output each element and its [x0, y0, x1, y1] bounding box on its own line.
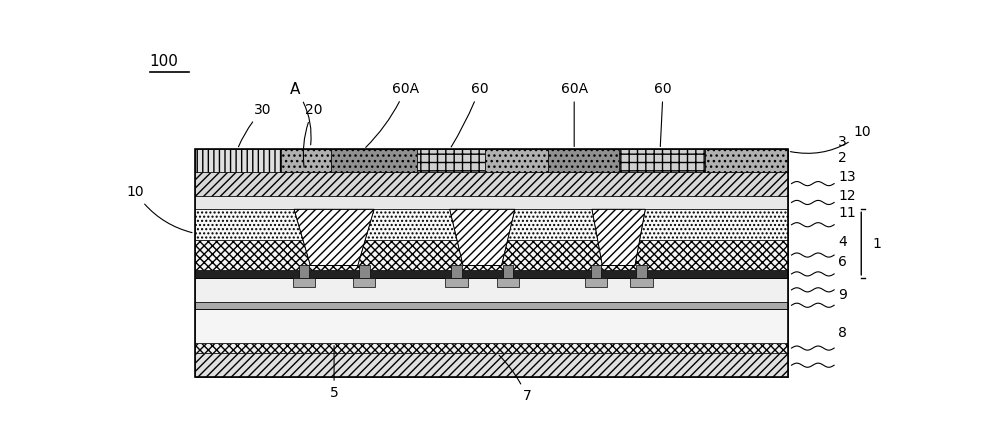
Bar [195, 343, 788, 353]
Bar [591, 266, 601, 278]
Text: 11: 11 [838, 206, 856, 220]
Bar [195, 209, 788, 240]
Text: 10: 10 [127, 185, 192, 233]
Text: 5: 5 [330, 346, 338, 400]
Bar [497, 278, 519, 287]
Text: 12: 12 [838, 189, 856, 202]
Text: 60: 60 [451, 82, 488, 147]
Text: 4: 4 [838, 235, 847, 249]
Text: 60A: 60A [366, 82, 419, 147]
Bar [195, 302, 788, 309]
Text: A: A [290, 82, 311, 145]
Polygon shape [450, 209, 515, 266]
Bar [195, 240, 788, 270]
Text: 20: 20 [303, 103, 322, 167]
Bar [705, 150, 788, 172]
Text: 7: 7 [499, 355, 531, 403]
Bar [331, 150, 417, 172]
Text: 13: 13 [838, 170, 856, 184]
Polygon shape [294, 209, 374, 266]
Bar [293, 278, 315, 287]
Text: 1: 1 [873, 237, 882, 251]
Bar [417, 150, 485, 172]
Bar [636, 266, 647, 278]
Bar [585, 278, 607, 287]
Bar [630, 278, 653, 287]
Bar [195, 172, 788, 196]
Text: 2: 2 [838, 151, 847, 165]
Bar [195, 150, 281, 172]
Bar [485, 150, 548, 172]
Text: 10: 10 [790, 125, 871, 154]
Bar [195, 309, 788, 343]
Text: 8: 8 [838, 326, 847, 340]
Text: 60: 60 [654, 82, 672, 146]
Bar [451, 266, 462, 278]
Text: 100: 100 [150, 54, 179, 69]
Polygon shape [592, 209, 645, 266]
Text: 30: 30 [238, 103, 272, 147]
Text: 6: 6 [838, 255, 847, 269]
Bar [195, 150, 788, 172]
Text: 9: 9 [838, 288, 847, 302]
Bar [619, 150, 705, 172]
Bar [359, 266, 370, 278]
Bar [299, 266, 309, 278]
Bar [195, 353, 788, 377]
Bar [195, 278, 788, 302]
Text: 60A: 60A [561, 82, 588, 146]
Bar [281, 150, 331, 172]
Bar [445, 278, 468, 287]
Bar [195, 150, 788, 377]
Bar [353, 278, 375, 287]
Bar [195, 270, 788, 278]
Text: 3: 3 [838, 135, 847, 150]
Bar [195, 196, 788, 209]
Bar [503, 266, 513, 278]
Bar [548, 150, 619, 172]
